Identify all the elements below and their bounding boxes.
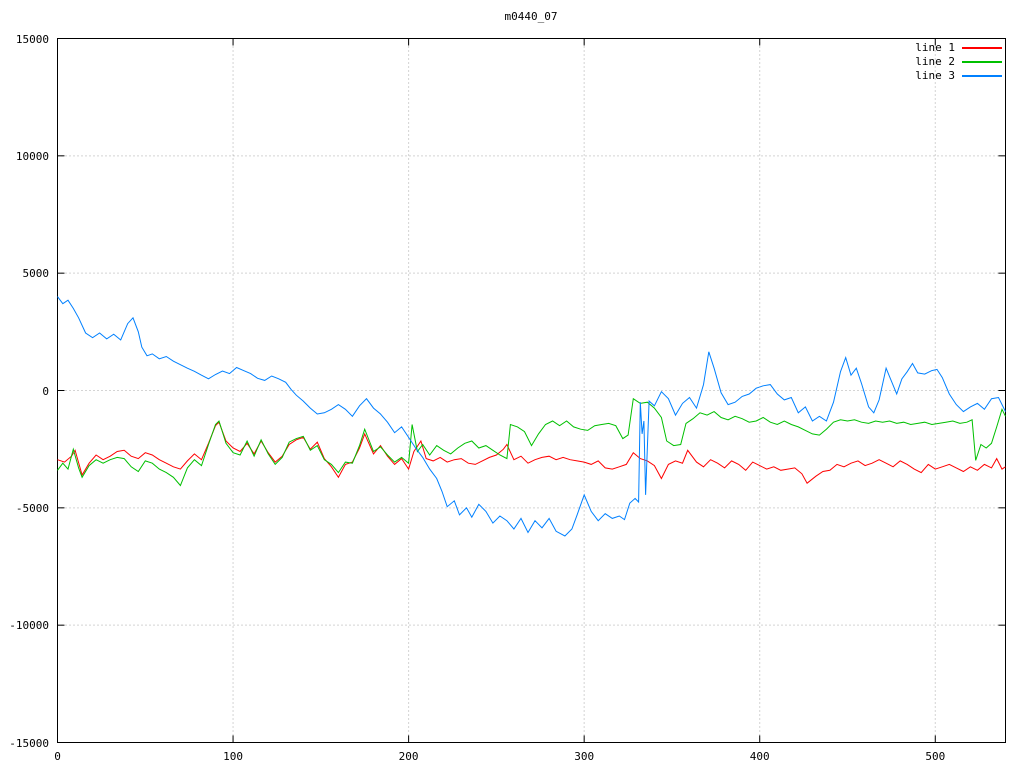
series-line-2 [57,397,1006,487]
y-tick-label: 15000 [15,32,49,46]
legend-label: line 1 [915,41,955,54]
legend-line-sample [962,74,1002,77]
legend-item: line 2 [915,55,1002,68]
y-tick-label: -15000 [9,736,49,750]
x-tick-label: 200 [398,749,419,763]
legend-line-sample [962,60,1002,63]
y-tick-label: -10000 [9,619,49,633]
x-tick-label: 100 [223,749,243,763]
series-line-1 [57,421,1006,484]
legend-item: line 3 [915,69,1002,82]
chart-title: m0440_07 [504,10,558,23]
y-tick-label: 0 [42,384,49,398]
x-tick-label: 0 [54,749,61,763]
legend-line-sample [962,46,1002,49]
legend-label: line 3 [915,69,955,82]
legend-label: line 2 [915,55,955,68]
y-tick-label: 10000 [15,149,49,163]
series-line-3 [57,296,1006,537]
x-tick-label: 500 [925,749,946,763]
y-tick-label: 5000 [22,267,50,281]
chart-legend: line 1 line 2 line 3 [915,41,1002,82]
y-tick-label: -5000 [15,501,49,515]
x-tick-label: 300 [574,749,595,763]
legend-item: line 1 [915,41,1002,54]
x-tick-label: 400 [749,749,770,763]
